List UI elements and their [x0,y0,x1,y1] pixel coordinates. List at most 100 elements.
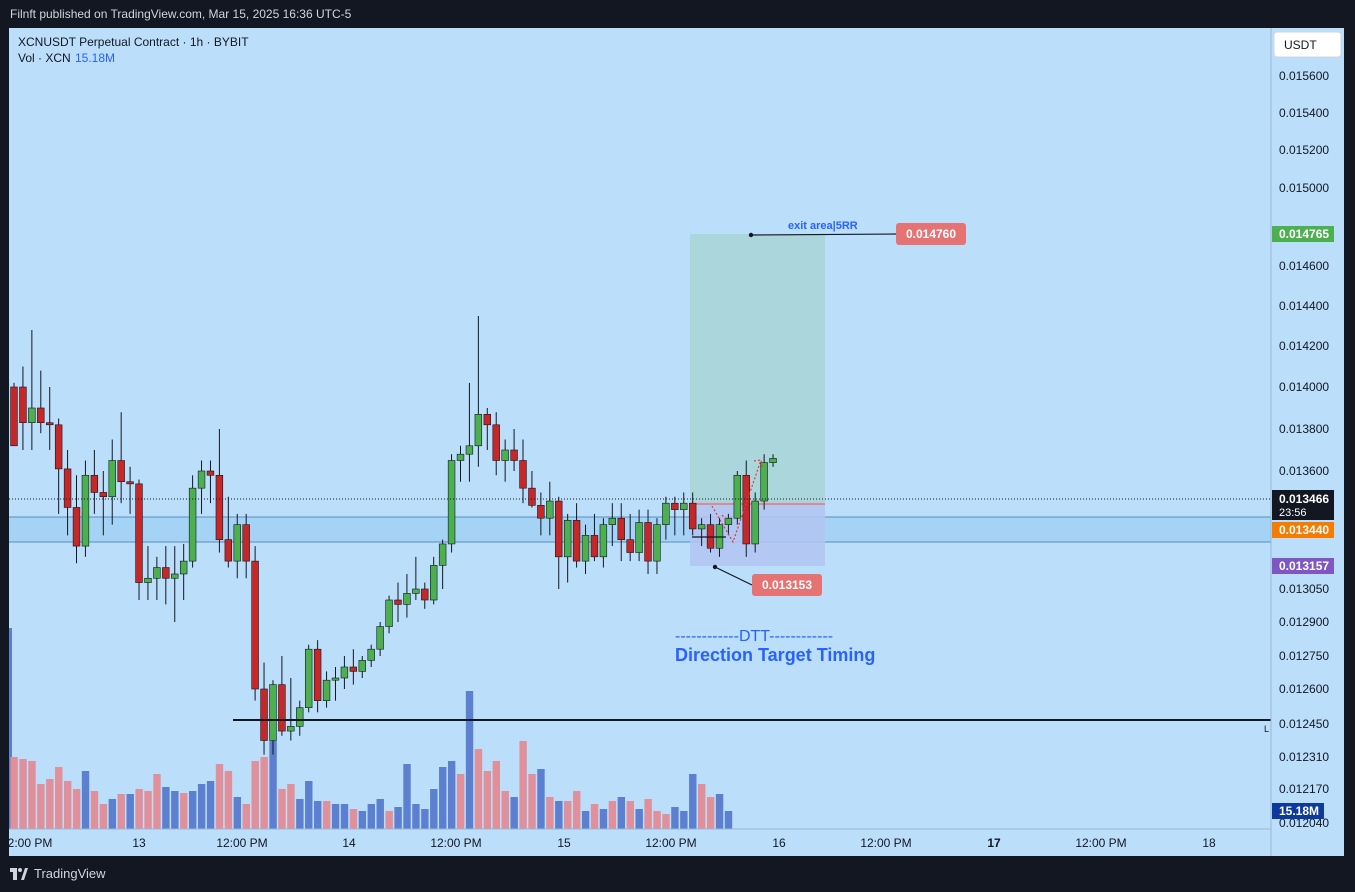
horizontal-lines[interactable]: L [9,498,1271,734]
stop-badge[interactable] [752,574,822,596]
candle-up [662,502,670,525]
candle-up [680,502,688,510]
volume-bar [492,761,501,829]
volume-bar [403,764,411,829]
y-axis-ticks: 0.015600 0.015400 0.015200 0.015000 0.014600… [1279,69,1329,830]
volume-bar [662,814,670,829]
volume-bar [519,741,527,829]
candle-up [635,522,643,553]
candle-down [90,474,99,493]
volume-bar [626,801,634,829]
candle-down [224,539,233,562]
candle-down [313,648,322,701]
volume-bar [126,794,134,829]
symbol-legend[interactable]: XCNUSDT Perpetual Contract · 1h · BYBIT [18,35,249,49]
x-tick-label: 14 [342,836,356,850]
volume-bars [9,628,733,829]
volume-bar [63,781,72,829]
y-tick-label: 0.015400 [1279,106,1329,120]
volume-bar [340,804,349,829]
currency-button[interactable] [1273,31,1342,58]
volume-bar [385,811,393,829]
candle-down [251,560,259,690]
target-badge-text: 0.014760 [906,227,956,241]
y-tick-label: 0.013600 [1279,464,1329,478]
candle-down [215,474,224,540]
volume-bar [653,811,661,829]
volume-bar [331,804,340,829]
volume-bar [644,799,652,829]
candle-down [671,502,679,510]
publisher-bar: Filnft published on TradingView.com, Mar… [0,0,1355,28]
target-badge[interactable] [896,223,966,245]
volume-bar [278,789,286,829]
volume-bar [28,761,36,829]
price-chart[interactable]: L exit area|5RR 0.014760 0.013153 ---------… [8,28,1344,856]
candle-up [144,577,152,583]
candle-up [171,573,179,579]
volume-bar [537,769,545,829]
volume-badge [1272,803,1324,819]
volume-bar [46,779,54,829]
volume-bar [144,791,152,829]
candle-up [733,474,742,519]
candle-up [403,593,411,605]
candle-down [46,422,54,426]
volume-bar [680,811,688,829]
candle-up [653,524,661,562]
x-tick-label: 12:00 PM [430,836,481,850]
candle-up [563,520,572,558]
volume-bar [305,781,313,829]
chart-area[interactable]: L exit area|5RR 0.014760 0.013153 ---------… [8,28,1344,856]
volume-bar [671,807,679,829]
volume-bar [10,757,18,829]
y-tick-label: 0.012310 [1279,750,1329,764]
volume-bar [197,784,206,829]
support-line-marker: L [1264,724,1269,734]
candle-up [697,524,706,530]
candle-up [465,445,474,455]
candle-up [296,707,304,727]
y-tick-label: 0.015000 [1279,181,1329,195]
candle-up [760,462,768,502]
x-axis-ticks[interactable]: 2:00 PM 13 12:00 PM 14 12:00 PM 15 12:00 PM 16 1… [8,836,1216,850]
volume-bar [19,759,27,829]
candle-up [153,567,161,579]
price-badge-text: 0.013440 [1279,523,1329,537]
price-axis[interactable] [1271,28,1344,856]
x-tick-label: 18 [1202,836,1216,850]
volume-bar [617,797,626,829]
volume-bar [206,781,215,829]
volume-bar [412,804,420,829]
x-tick-label: 17 [987,836,1001,850]
stop-leader-dot [712,564,718,570]
y-tick-label: 0.015600 [1279,69,1329,83]
y-tick-label: 0.014000 [1279,380,1329,394]
volume-bar [474,749,483,829]
volume-bar [296,799,304,829]
target-leader-dot [748,232,754,238]
candle-down [644,522,652,562]
volume-bar [37,784,45,829]
volume-bar [608,801,617,829]
exit-area-label: exit area|5RR [788,220,858,232]
vol-legend-label[interactable]: Vol · XCN [18,51,71,65]
tradingview-brand: TradingView [34,866,106,881]
y-tick-label: 0.013050 [1279,582,1329,596]
volume-bar [689,774,697,829]
profit-zone[interactable] [690,234,825,502]
candle-up [322,679,331,701]
candle-down [528,487,536,506]
candle-down [483,413,491,426]
y-tick-label: 0.012750 [1279,649,1329,663]
volume-bar [314,801,322,829]
volume-bar [55,767,63,829]
x-tick-label: 13 [132,836,146,850]
volume-bar [99,804,108,829]
tradingview-logo[interactable]: TradingView [10,866,106,881]
price-badge [1272,226,1334,242]
stop-badge-text: 0.013153 [762,578,812,592]
candle-up [304,648,313,708]
candle-up [385,599,393,627]
